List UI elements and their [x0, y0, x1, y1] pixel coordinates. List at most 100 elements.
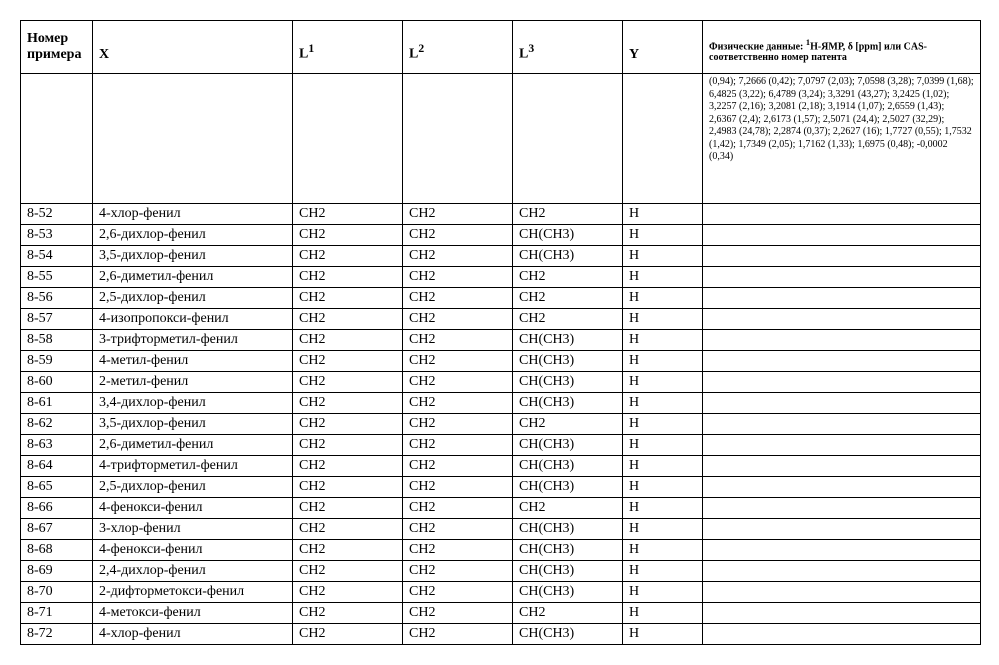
- cell-phys: [703, 498, 981, 519]
- cell-l3: CH(CH3): [513, 393, 623, 414]
- cell-x: 4-фенокси-фенил: [93, 498, 293, 519]
- cell-l2: CH2: [403, 330, 513, 351]
- cell-l2: CH2: [403, 351, 513, 372]
- cell-num: [21, 74, 93, 204]
- table-row: 8-574-изопропокси-фенилCH2CH2CH2H: [21, 309, 981, 330]
- cell-phys: [703, 414, 981, 435]
- cell-l2: CH2: [403, 288, 513, 309]
- cell-l3: CH(CH3): [513, 351, 623, 372]
- cell-l1: CH2: [293, 561, 403, 582]
- cell-l2: CH2: [403, 225, 513, 246]
- cell-y: H: [623, 288, 703, 309]
- table-row: 8-684-фенокси-фенилCH2CH2CH(CH3)H: [21, 540, 981, 561]
- table-row: 8-594-метил-фенилCH2CH2CH(CH3)H: [21, 351, 981, 372]
- table-row: 8-532,6-дихлор-фенилCH2CH2CH(CH3)H: [21, 225, 981, 246]
- table-row: 8-692,4-дихлор-фенилCH2CH2CH(CH3)H: [21, 561, 981, 582]
- cell-y: H: [623, 582, 703, 603]
- phys-pre: Физические данные:: [709, 41, 806, 52]
- cell-l2: CH2: [403, 603, 513, 624]
- cell-num: 8-57: [21, 309, 93, 330]
- cell-num: 8-54: [21, 246, 93, 267]
- cell-phys: [703, 351, 981, 372]
- cell-num: 8-63: [21, 435, 93, 456]
- cell-x: 2-дифторметокси-фенил: [93, 582, 293, 603]
- cell-l1: CH2: [293, 330, 403, 351]
- col-phys: Физические данные: 1H-ЯМР, δ [ppm] или C…: [703, 21, 981, 74]
- cell-y: H: [623, 267, 703, 288]
- cell-y: H: [623, 456, 703, 477]
- cell-l1: CH2: [293, 456, 403, 477]
- cell-l1: CH2: [293, 246, 403, 267]
- cell-phys: (0,94); 7,2666 (0,42); 7,0797 (2,03); 7,…: [703, 74, 981, 204]
- cell-num: 8-59: [21, 351, 93, 372]
- cell-phys: [703, 225, 981, 246]
- cell-num: 8-72: [21, 624, 93, 645]
- cell-num: 8-64: [21, 456, 93, 477]
- cell-num: 8-55: [21, 267, 93, 288]
- table-row: 8-673-хлор-фенилCH2CH2CH(CH3)H: [21, 519, 981, 540]
- cell-l1: CH2: [293, 204, 403, 225]
- cell-phys: [703, 561, 981, 582]
- cell-l3: CH(CH3): [513, 246, 623, 267]
- cell-l2: CH2: [403, 540, 513, 561]
- cell-x: 3-трифторметил-фенил: [93, 330, 293, 351]
- cell-l3: CH(CH3): [513, 372, 623, 393]
- cell-l2: [403, 74, 513, 204]
- cell-x: 2,4-дихлор-фенил: [93, 561, 293, 582]
- cell-phys: [703, 603, 981, 624]
- col-num: Номер примера: [21, 21, 93, 74]
- cell-l1: CH2: [293, 309, 403, 330]
- col-l1: L1: [293, 21, 403, 74]
- cell-y: H: [623, 561, 703, 582]
- table-row: 8-602-метил-фенилCH2CH2CH(CH3)H: [21, 372, 981, 393]
- cell-phys: [703, 309, 981, 330]
- cell-x: 4-хлор-фенил: [93, 204, 293, 225]
- table-row: 8-632,6-диметил-фенилCH2CH2CH(CH3)H: [21, 435, 981, 456]
- cell-phys: [703, 624, 981, 645]
- cell-l1: CH2: [293, 540, 403, 561]
- cell-y: H: [623, 519, 703, 540]
- cell-l3: CH(CH3): [513, 624, 623, 645]
- table-row: 8-524-хлор-фенилCH2CH2CH2H: [21, 204, 981, 225]
- cell-num: 8-66: [21, 498, 93, 519]
- col-y: Y: [623, 21, 703, 74]
- cell-y: H: [623, 435, 703, 456]
- cell-x: 3,4-дихлор-фенил: [93, 393, 293, 414]
- cell-phys: [703, 435, 981, 456]
- cell-y: H: [623, 204, 703, 225]
- cell-num: 8-69: [21, 561, 93, 582]
- cell-l1: CH2: [293, 435, 403, 456]
- cell-l3: CH(CH3): [513, 540, 623, 561]
- cell-num: 8-56: [21, 288, 93, 309]
- cell-y: H: [623, 246, 703, 267]
- cell-x: 4-метил-фенил: [93, 351, 293, 372]
- cell-num: 8-58: [21, 330, 93, 351]
- cell-l2: CH2: [403, 477, 513, 498]
- cell-l3: CH2: [513, 414, 623, 435]
- cell-y: H: [623, 351, 703, 372]
- l1-pre: L: [299, 47, 308, 62]
- cell-l1: CH2: [293, 351, 403, 372]
- cell-l3: CH2: [513, 498, 623, 519]
- cell-x: 4-хлор-фенил: [93, 624, 293, 645]
- table-row: 8-724-хлор-фенилCH2CH2CH(CH3)H: [21, 624, 981, 645]
- l2-sup: 2: [418, 42, 424, 55]
- l2-pre: L: [409, 47, 418, 62]
- table-row: 8-613,4-дихлор-фенилCH2CH2CH(CH3)H: [21, 393, 981, 414]
- cell-num: 8-71: [21, 603, 93, 624]
- cell-y: H: [623, 372, 703, 393]
- cell-l1: CH2: [293, 477, 403, 498]
- cell-num: 8-67: [21, 519, 93, 540]
- table-row: 8-583-трифторметил-фенилCH2CH2CH(CH3)H: [21, 330, 981, 351]
- table-row: 8-714-метокси-фенилCH2CH2CH2H: [21, 603, 981, 624]
- cell-y: H: [623, 393, 703, 414]
- table-row: 8-702-дифторметокси-фенилCH2CH2CH(CH3)H: [21, 582, 981, 603]
- cell-x: 3,5-дихлор-фенил: [93, 246, 293, 267]
- cell-l1: CH2: [293, 582, 403, 603]
- cell-x: 3,5-дихлор-фенил: [93, 414, 293, 435]
- cell-num: 8-70: [21, 582, 93, 603]
- l1-sup: 1: [308, 42, 314, 55]
- cell-l2: CH2: [403, 561, 513, 582]
- cell-l2: CH2: [403, 204, 513, 225]
- cell-l3: CH2: [513, 267, 623, 288]
